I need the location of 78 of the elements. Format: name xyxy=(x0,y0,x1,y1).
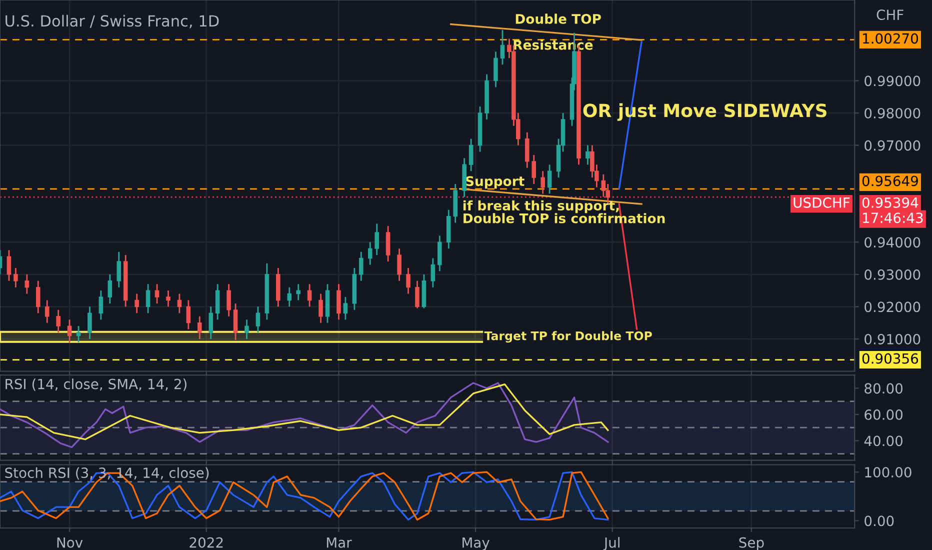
y-axis-title: CHF xyxy=(876,10,904,20)
ref-line-label: 1.00270 xyxy=(863,33,918,44)
y-tick-label: 0.99000 xyxy=(864,76,920,86)
y-tick-label: 0.91000 xyxy=(864,334,920,344)
annotation: USDCHF xyxy=(794,197,850,208)
band-label: Target TP for Double TOP xyxy=(484,331,652,343)
y-tick-label: 0.93000 xyxy=(864,269,920,280)
candlestick xyxy=(166,290,170,308)
candlestick xyxy=(154,283,160,304)
candlestick xyxy=(98,290,104,320)
y-tick-label: 80.00 xyxy=(864,383,903,394)
candlestick xyxy=(438,234,442,272)
candlestick xyxy=(146,283,150,314)
candlestick xyxy=(116,251,122,288)
x-tick-label: 2022 xyxy=(190,537,223,548)
candlestick xyxy=(197,316,202,340)
y-tick-label: 0.97000 xyxy=(864,140,920,151)
candlestick xyxy=(108,274,112,304)
annotation: Double TOP xyxy=(516,14,601,24)
candlestick xyxy=(415,280,420,309)
x-tick-label: Sep xyxy=(739,537,764,550)
candlestick xyxy=(24,274,30,294)
x-tick-label: Mar xyxy=(326,537,352,548)
y-tick-label: 100.00 xyxy=(865,467,912,478)
y-tick-label: 0.00 xyxy=(864,516,894,526)
candlestick xyxy=(318,293,323,324)
candlestick xyxy=(343,296,348,320)
text: U.S. Dollar / Swiss Franc, 1D xyxy=(6,14,219,28)
candlestick xyxy=(76,325,81,343)
candlestick xyxy=(494,50,498,88)
candlestick xyxy=(430,258,436,288)
y-tick-label: 0.98000 xyxy=(864,108,920,118)
text: 17:46:43 xyxy=(863,212,923,224)
candlestick xyxy=(586,144,590,166)
candlestick xyxy=(177,293,182,314)
candlestick xyxy=(336,283,341,320)
candlestick xyxy=(368,241,372,266)
candlestick xyxy=(500,29,505,66)
candlestick xyxy=(307,283,312,308)
y-tick-label: 0.94000 xyxy=(864,237,920,248)
candlestick xyxy=(67,318,72,344)
candlestick xyxy=(244,318,249,340)
candlestick xyxy=(406,267,410,294)
candlestick xyxy=(296,283,300,301)
candlestick xyxy=(540,170,545,194)
candlestick xyxy=(208,306,213,340)
candlestick xyxy=(525,132,530,169)
y-tick-label: 60.00 xyxy=(864,409,903,420)
chart-title: RSI (14, close, SMA, 14, 2) xyxy=(6,378,186,391)
ref-line-label: 0.95649 xyxy=(862,176,918,186)
candlestick xyxy=(256,306,260,334)
candlestick xyxy=(215,283,220,320)
candlestick xyxy=(359,251,364,282)
candlestick xyxy=(233,302,238,341)
candlestick xyxy=(14,267,18,288)
candlestick xyxy=(134,293,139,314)
candlestick xyxy=(226,283,231,318)
chart-title: Stoch RSI (3, 3, 14, 14, close) xyxy=(5,467,209,480)
candlestick xyxy=(56,309,60,334)
candlestick xyxy=(44,300,50,324)
candlestick xyxy=(374,223,379,256)
candlestick xyxy=(88,306,92,340)
candlestick xyxy=(287,286,292,308)
y-tick-label: 0.92000 xyxy=(864,302,920,312)
x-tick-label: Jul xyxy=(603,537,620,550)
candlestick xyxy=(547,164,552,194)
ref-line-label: 0.90356 xyxy=(862,353,918,364)
y-tick-label: 40.00 xyxy=(864,436,903,446)
x-tick-label: May xyxy=(462,537,490,550)
candlestick xyxy=(186,300,191,330)
x-tick-label: Nov xyxy=(57,537,83,548)
candlestick xyxy=(468,138,474,172)
ref-line-label: 0.95394 xyxy=(862,197,918,208)
candlestick xyxy=(36,280,40,314)
candlestick xyxy=(397,248,402,282)
candlestick xyxy=(6,249,12,282)
candlestick xyxy=(386,225,390,262)
candlestick xyxy=(532,154,536,185)
